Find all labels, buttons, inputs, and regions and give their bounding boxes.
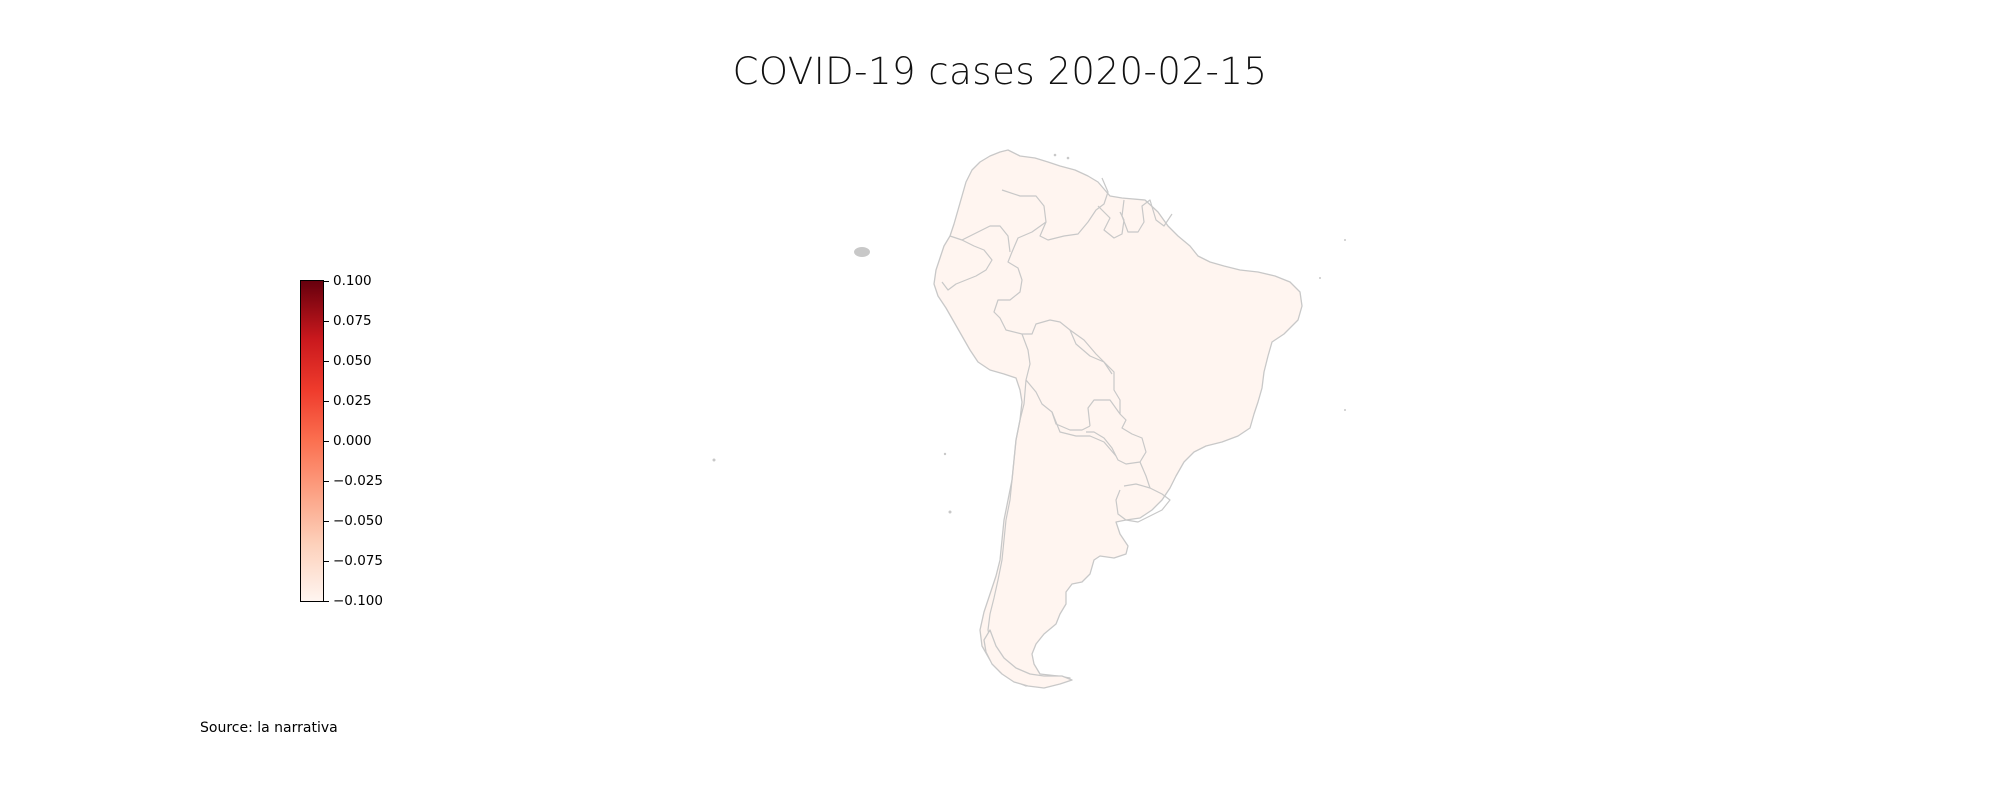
colorbar-tick-label: −0.025 [333, 473, 383, 489]
border-colombia-brazil [993, 221, 1121, 414]
island-speck [948, 510, 952, 514]
border-argentina-bolivia [1051, 411, 1117, 457]
galapagos-islands [854, 247, 870, 257]
border-colombia-venezuela [1001, 177, 1109, 241]
source-note: Source: la narrativa [200, 720, 338, 736]
continent-outline [933, 149, 1303, 687]
island-speck [712, 458, 716, 462]
colorbar-tick [324, 401, 329, 402]
map-title: COVID-19 cases 2020-02-15 [732, 50, 1268, 93]
border-ecuador-colombia [961, 225, 1011, 253]
colorbar [300, 280, 324, 602]
tierra-del-fuego [983, 629, 1073, 689]
colorbar-tick-label: 0.100 [333, 273, 372, 289]
colorbar-tick [324, 441, 329, 442]
border-uruguay [1115, 483, 1171, 523]
border-paraguay [1086, 399, 1147, 465]
border-ecuador [941, 235, 993, 291]
border-argentina-brazil [1139, 461, 1151, 489]
island-speck [943, 452, 947, 456]
colorbar-tick [324, 561, 329, 562]
island-speck [1344, 409, 1346, 411]
border-peru-bolivia [1021, 333, 1091, 431]
colorbar-tick [324, 361, 329, 362]
colorbar-tick-label: 0.000 [333, 433, 372, 449]
colorbar-tick [324, 481, 329, 482]
colorbar-tick-label: −0.075 [333, 553, 383, 569]
colorbar-tick-label: −0.100 [333, 593, 383, 609]
colorbar-tick [324, 521, 329, 522]
border-bolivia-brazil [1069, 329, 1113, 375]
colorbar-tick [324, 321, 329, 322]
border-guyana-suriname [1121, 199, 1173, 233]
colorbar-tick-label: 0.050 [333, 353, 372, 369]
colorbar-tick [324, 601, 329, 602]
island-speck [1066, 156, 1070, 160]
island-speck [1053, 153, 1057, 157]
island-speck [1344, 239, 1346, 241]
colorbar-tick-label: 0.025 [333, 393, 372, 409]
colorbar-tick-label: −0.050 [333, 513, 383, 529]
colorbar-tick [324, 281, 329, 282]
colorbar-tick-label: 0.075 [333, 313, 372, 329]
island-speck [1319, 277, 1321, 279]
